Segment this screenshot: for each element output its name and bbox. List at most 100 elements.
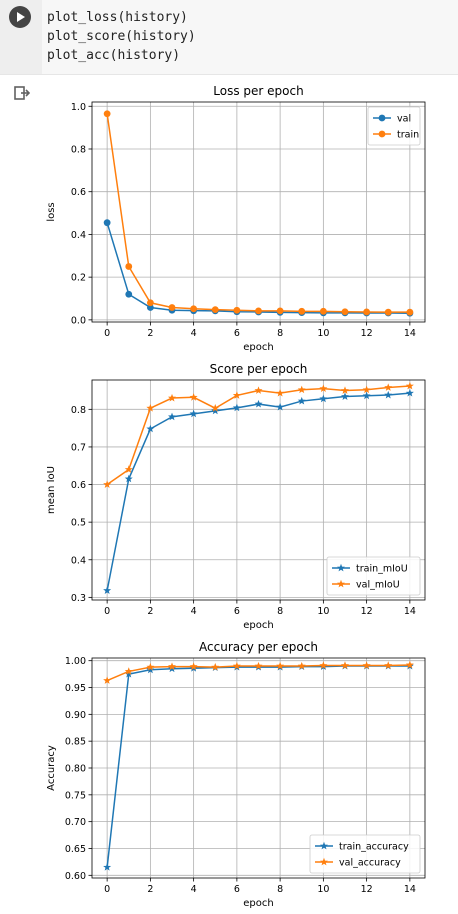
- data-point-val_accuracy: [341, 661, 349, 669]
- data-point-train: [276, 307, 284, 315]
- data-point-train_accuracy: [124, 669, 133, 678]
- series-line-val: [106, 222, 410, 314]
- data-point-val_mIoU: [124, 465, 133, 473]
- y-tick-label: 0.3: [71, 593, 86, 604]
- data-point-train_mIoU: [405, 388, 414, 397]
- cell-output: Loss per epoch 0 2 4 6 8 10 12 14 0.0 0.2 0.4 0.6 0.8…: [42, 74, 458, 914]
- x-tick-label: 10: [317, 328, 329, 339]
- legend-marker: [320, 857, 328, 866]
- y-tick-label: 0.5: [71, 518, 86, 529]
- y-tick-label: 0.95: [65, 683, 86, 694]
- data-point-train: [103, 110, 111, 118]
- data-point-val_accuracy: [232, 661, 241, 670]
- legend-label: val_accuracy: [339, 858, 401, 869]
- y-axis-label: Accuracy: [46, 745, 57, 791]
- legend-marker: [320, 841, 328, 850]
- data-point-train: [146, 299, 154, 307]
- x-tick-label: 0: [104, 606, 110, 617]
- x-tick-label: 10: [317, 884, 329, 895]
- data-point-val_accuracy: [168, 662, 176, 670]
- x-tick-label: 4: [191, 328, 197, 339]
- chart-title: Score per epoch: [210, 362, 308, 376]
- data-point-train_mIoU: [362, 391, 371, 400]
- legend-box: [309, 834, 421, 874]
- data-point-val_accuracy: [405, 660, 414, 669]
- x-tick-label: 12: [361, 884, 373, 895]
- data-point-val_accuracy: [297, 661, 306, 670]
- x-tick-label: 4: [191, 606, 197, 617]
- data-point-val_mIoU: [341, 386, 349, 394]
- run-cell-button[interactable]: [9, 6, 31, 28]
- chart-title: Loss per epoch: [213, 84, 303, 98]
- output-redirect-icon[interactable]: [14, 86, 30, 100]
- x-tick-label: 4: [191, 884, 197, 895]
- data-point-val: [103, 219, 111, 227]
- data-point-train: [125, 263, 133, 270]
- data-point-val_mIoU: [405, 381, 414, 390]
- legend-marker: [378, 130, 386, 138]
- data-point-val_mIoU: [276, 388, 285, 397]
- data-point-val_mIoU: [232, 391, 241, 399]
- y-tick-label: 0.7: [71, 442, 86, 453]
- data-point-val_mIoU: [297, 385, 306, 394]
- data-point-train_mIoU: [319, 394, 328, 403]
- x-tick-label: 2: [147, 328, 153, 339]
- x-tick-label: 8: [277, 328, 283, 339]
- x-tick-label: 6: [234, 606, 240, 617]
- data-point-train: [384, 308, 392, 316]
- data-point-train_mIoU: [384, 390, 393, 399]
- data-point-train: [255, 307, 262, 315]
- data-point-val_mIoU: [211, 404, 220, 412]
- code-cell[interactable]: plot_loss(history) plot_score(history) plo…: [0, 0, 458, 75]
- x-tick-label: 10: [317, 606, 329, 617]
- code-line: plot_acc(history): [47, 48, 181, 63]
- data-point-train_mIoU: [211, 406, 220, 415]
- data-point-train: [319, 307, 327, 315]
- data-point-val_accuracy: [254, 661, 263, 670]
- y-tick-label: 1.00: [65, 656, 86, 667]
- data-point-val_mIoU: [319, 384, 328, 393]
- data-point-val_accuracy: [189, 662, 198, 670]
- x-axis-label: epoch: [243, 620, 273, 631]
- data-point-val_accuracy: [146, 662, 155, 671]
- x-tick-label: 12: [361, 606, 373, 617]
- legend-marker: [337, 579, 345, 588]
- data-point-val_mIoU: [146, 404, 155, 412]
- code-line: plot_score(history): [47, 29, 196, 44]
- y-tick-label: 0.8: [71, 405, 86, 416]
- legend-label: val: [397, 114, 411, 125]
- legend-label: val_mIoU: [356, 580, 400, 591]
- data-point-val_mIoU: [384, 383, 393, 391]
- x-tick-label: 0: [104, 328, 110, 339]
- data-point-val_mIoU: [168, 393, 176, 402]
- x-tick-label: 2: [147, 884, 153, 895]
- chart-title: Accuracy per epoch: [199, 640, 318, 654]
- y-axis-label: loss: [46, 202, 57, 221]
- data-point-train_mIoU: [103, 586, 112, 594]
- y-tick-label: 1.0: [71, 102, 86, 113]
- data-point-train_mIoU: [276, 402, 285, 411]
- y-tick-label: 0.4: [71, 230, 86, 241]
- y-tick-label: 0.2: [71, 273, 86, 284]
- loss-chart: Loss per epoch 0 2 4 6 8 10 12 14 0.0 0.2 0.4 0.6 0.8…: [46, 84, 426, 353]
- x-tick-label: 6: [234, 328, 240, 339]
- legend-marker: [337, 563, 345, 572]
- legend-label: train_accuracy: [339, 842, 409, 853]
- data-point-val: [146, 304, 154, 311]
- output-gutter: [0, 74, 42, 914]
- x-tick-label: 14: [404, 606, 416, 617]
- score-chart: Score per epoch 0 2 4 6 8 10 12 14 0.3 0.4 0.5 0.6 0.…: [46, 362, 426, 631]
- data-point-val_accuracy: [211, 662, 220, 671]
- data-point-train_mIoU: [124, 474, 133, 483]
- code-editor[interactable]: plot_loss(history) plot_score(history) plo…: [47, 8, 196, 65]
- y-tick-label: 0.0: [71, 315, 86, 326]
- data-point-val_mIoU: [254, 386, 263, 394]
- data-point-train_mIoU: [146, 424, 155, 433]
- data-point-val_mIoU: [362, 385, 371, 394]
- data-point-train: [233, 306, 241, 314]
- x-tick-label: 8: [277, 606, 283, 617]
- legend-marker: [378, 114, 386, 122]
- data-point-train: [341, 308, 349, 316]
- y-tick-label: 0.4: [71, 555, 86, 566]
- data-point-train_mIoU: [297, 396, 306, 405]
